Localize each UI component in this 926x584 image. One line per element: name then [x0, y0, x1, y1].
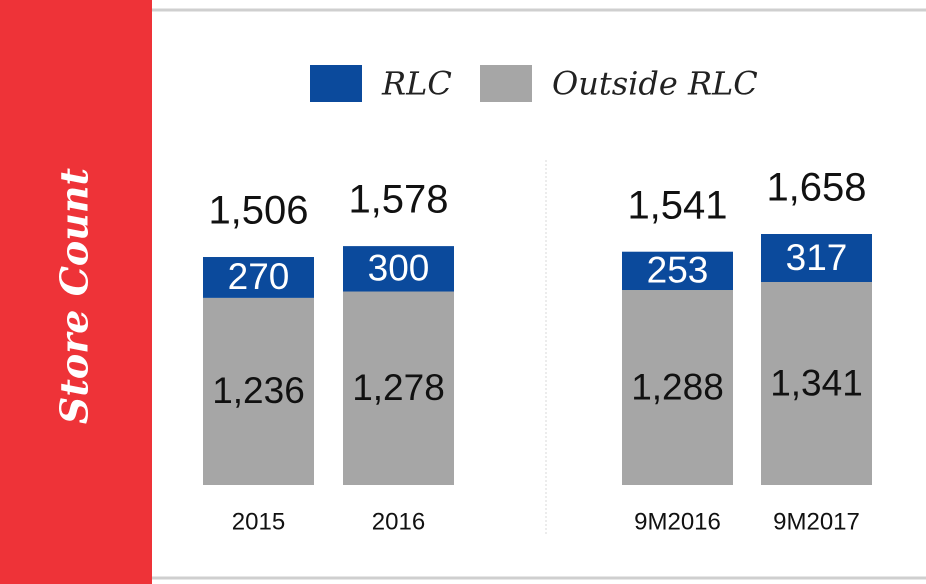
- x-tick-label: 9M2016: [634, 508, 721, 535]
- bar-segment: [622, 290, 733, 485]
- data-label: 1,236: [212, 370, 305, 411]
- legend-swatch: [480, 65, 532, 102]
- bar-segment: [343, 246, 454, 292]
- data-label: 1,341: [770, 362, 863, 403]
- total-label: 1,578: [348, 178, 448, 222]
- data-label: 300: [368, 248, 430, 289]
- total-label: 1,541: [627, 183, 727, 227]
- data-label: 317: [786, 237, 848, 278]
- x-tick-label: 2016: [372, 508, 425, 535]
- total-label: 1,658: [766, 166, 866, 210]
- x-tick-label: 2015: [232, 508, 285, 535]
- data-label: 270: [228, 256, 290, 297]
- x-tick-label: 9M2017: [773, 508, 860, 535]
- side-panel: [0, 0, 152, 584]
- data-label: 1,288: [631, 366, 724, 407]
- bar-segment: [203, 297, 314, 485]
- data-label: 253: [647, 250, 709, 291]
- bar-segment: [343, 291, 454, 485]
- legend-label: RLC: [381, 65, 452, 103]
- y-axis-label: Store Count: [52, 167, 97, 424]
- bar-segment: [203, 257, 314, 298]
- legend-label: Outside RLC: [552, 65, 758, 103]
- legend-swatch: [310, 65, 362, 102]
- bar-segment: [761, 281, 872, 485]
- bar-segment: [622, 251, 733, 291]
- bar-segment: [761, 234, 872, 282]
- total-label: 1,506: [208, 189, 308, 233]
- data-label: 1,278: [352, 367, 445, 408]
